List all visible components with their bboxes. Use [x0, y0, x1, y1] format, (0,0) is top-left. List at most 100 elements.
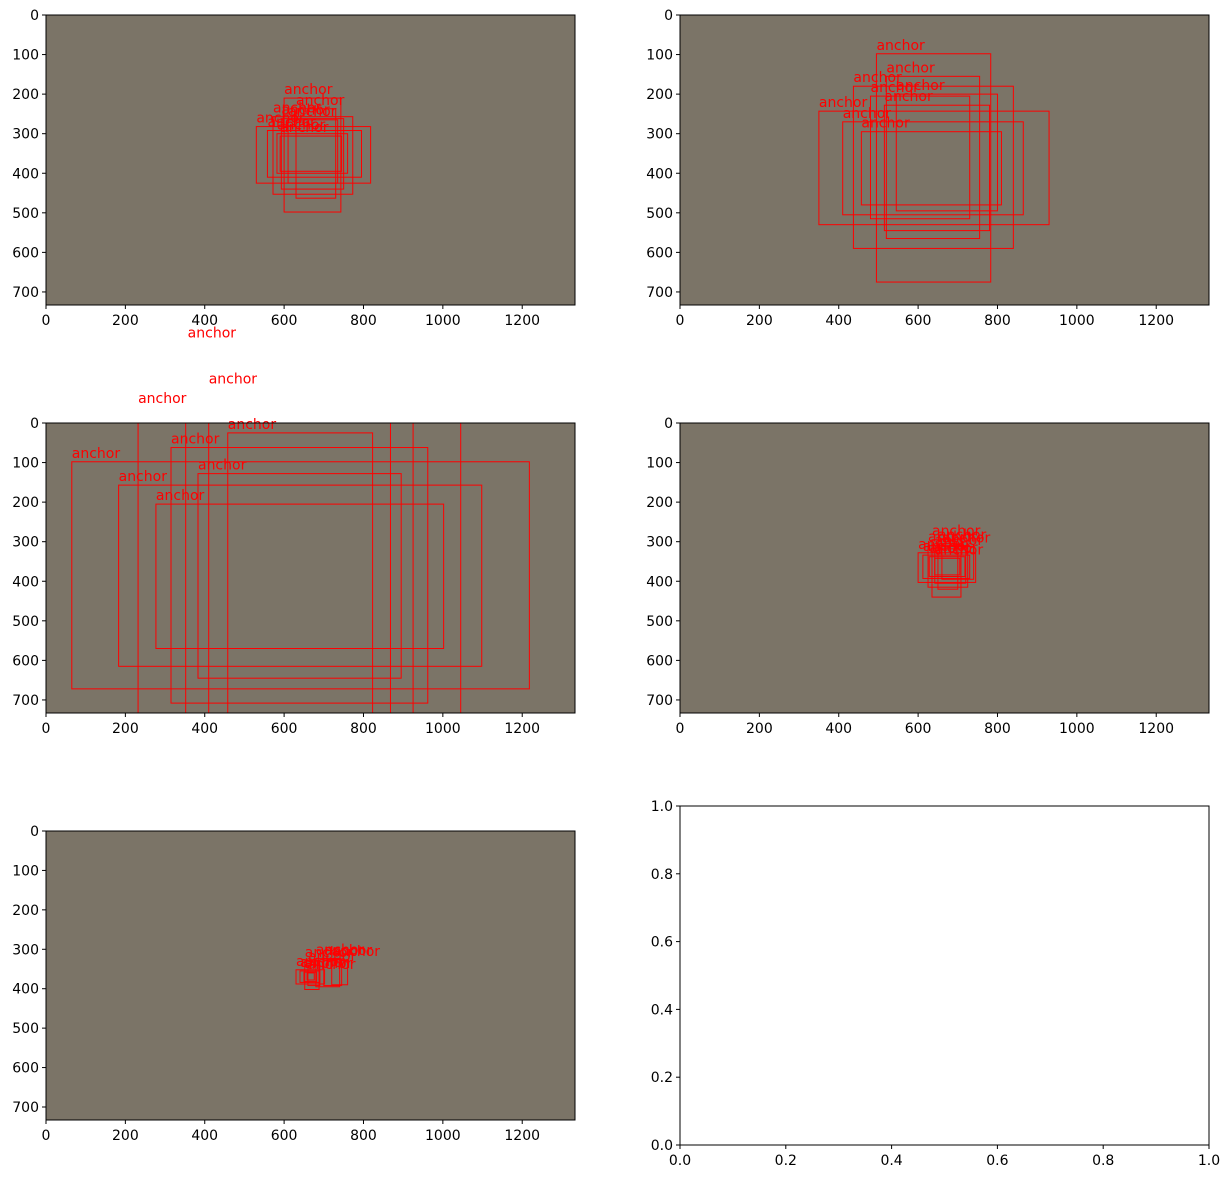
x-tick-label: 200: [746, 721, 773, 737]
y-tick-label: 0: [30, 416, 39, 432]
anchor-box-label: anchor: [304, 956, 353, 972]
anchor-box: [860, 131, 1002, 206]
anchor-box-label: anchor: [209, 371, 258, 387]
anchor-box: [227, 432, 374, 713]
anchor-box: [869, 95, 971, 220]
anchor-box: [304, 960, 320, 990]
axes-frame: [679, 422, 1210, 714]
anchor-box: [276, 133, 349, 174]
axes-frame: [45, 422, 576, 714]
y-tick-label: 200: [12, 87, 39, 103]
y-tick-label: 100: [646, 48, 673, 64]
y-tick-label: 300: [12, 127, 39, 143]
axes-frame: [679, 805, 1210, 1146]
y-tick-label: 700: [12, 285, 39, 301]
anchor-box-label: anchor: [171, 432, 220, 448]
y-tick-label: 600: [12, 245, 39, 261]
y-tick-label: 100: [12, 863, 39, 879]
anchor-box-label: anchor: [198, 458, 247, 474]
y-tick-label: 0.0: [651, 1138, 673, 1154]
anchor-box-label: anchor: [305, 945, 354, 961]
x-tick-label: 400: [191, 1128, 218, 1144]
y-tick-label: 600: [646, 653, 673, 669]
anchor-box-label: anchor: [938, 528, 987, 544]
y-tick-label: 600: [12, 1061, 39, 1077]
x-tick-label: 0.0: [669, 1153, 691, 1169]
anchor-box: [941, 545, 975, 580]
anchor-box-label: anchor: [861, 116, 910, 132]
anchor-box-label: anchor: [929, 541, 978, 557]
x-tick-label: 800: [350, 721, 377, 737]
anchor-box-label: anchor: [296, 93, 345, 109]
anchor-box: [197, 473, 402, 679]
anchor-boxes: [295, 957, 349, 990]
x-tick-label: 600: [905, 721, 932, 737]
x-tick-label: 1000: [1059, 721, 1095, 737]
x-tick-label: 1000: [425, 721, 461, 737]
anchor-box-label: anchor: [853, 70, 902, 86]
x-tick-label: 1000: [1059, 313, 1095, 329]
x-tick-label: 800: [984, 721, 1011, 737]
y-tick-label: 100: [12, 456, 39, 472]
x-tick-label: 0.8: [1092, 1153, 1114, 1169]
anchor-box-label: anchor: [273, 101, 322, 117]
y-tick-label: 700: [646, 693, 673, 709]
y-tick-label: 600: [646, 245, 673, 261]
x-tick-label: 1200: [504, 313, 540, 329]
anchor-box-label: anchor: [819, 95, 868, 111]
x-tick-label: 0: [676, 313, 685, 329]
x-tick-label: 1.0: [1198, 1153, 1220, 1169]
anchor-box-label: anchor: [843, 106, 892, 122]
x-tick-label: 800: [984, 313, 1011, 329]
anchor-box: [295, 108, 337, 199]
anchor-box-label: anchor: [870, 80, 919, 96]
anchor-box: [280, 118, 345, 190]
x-tick-label: 1200: [1138, 313, 1174, 329]
anchor-box-label: anchor: [923, 539, 972, 555]
y-tick-label: 500: [12, 1021, 39, 1037]
anchor-box: [306, 972, 315, 981]
anchor-box-label: anchor: [332, 944, 381, 960]
anchor-box: [885, 75, 981, 240]
x-tick-label: 600: [271, 721, 298, 737]
x-tick-label: 0: [42, 313, 51, 329]
anchor-box: [283, 97, 342, 213]
x-tick-label: 0: [42, 1128, 51, 1144]
panel-bottom-right: 0.0 0.2 0.4 0.6 0.8 1.0 0.0 0.2 0.4 0.6 0.8 1.0: [651, 799, 1220, 1169]
anchor-box: [266, 130, 362, 178]
y-tick-label: 700: [12, 693, 39, 709]
anchor-box: [279, 135, 343, 172]
image-area: [46, 831, 575, 1120]
y-tick-label: 0: [30, 8, 39, 24]
anchor-box: [155, 503, 445, 650]
anchor-box-label: anchor: [935, 542, 984, 558]
panel-bottom-left: anchoranchoranchoranchoranchoranchoranch…: [12, 824, 576, 1144]
y-tick-label: 500: [12, 206, 39, 222]
x-tick-label: 400: [191, 313, 218, 329]
image-area: [680, 15, 1209, 305]
anchor-box-label: anchor: [896, 78, 945, 94]
anchor-box: [299, 970, 321, 983]
x-tick-label: 1000: [425, 313, 461, 329]
x-tick-label: 600: [271, 1128, 298, 1144]
y-tick-label: 0: [664, 416, 673, 432]
anchor-box-label: anchor: [918, 537, 967, 553]
anchor-box-label: anchor: [277, 118, 326, 134]
y-tick-label: 0.8: [651, 867, 673, 883]
anchor-box: [331, 959, 349, 986]
x-tick-label: 200: [746, 313, 773, 329]
axes-frame: [45, 830, 576, 1121]
anchor-box: [170, 447, 429, 704]
x-tick-label: 0.4: [880, 1153, 902, 1169]
anchor-boxes: [255, 97, 372, 213]
y-tick-label: 600: [12, 653, 39, 669]
y-tick-label: 300: [646, 127, 673, 143]
anchor-box: [303, 971, 318, 983]
anchor-box: [917, 552, 977, 583]
anchor-box-label: anchor: [300, 955, 349, 971]
y-tick-label: 400: [12, 574, 39, 590]
x-tick-label: 200: [112, 1128, 139, 1144]
x-tick-label: 1000: [425, 1128, 461, 1144]
x-tick-label: 1200: [1138, 721, 1174, 737]
